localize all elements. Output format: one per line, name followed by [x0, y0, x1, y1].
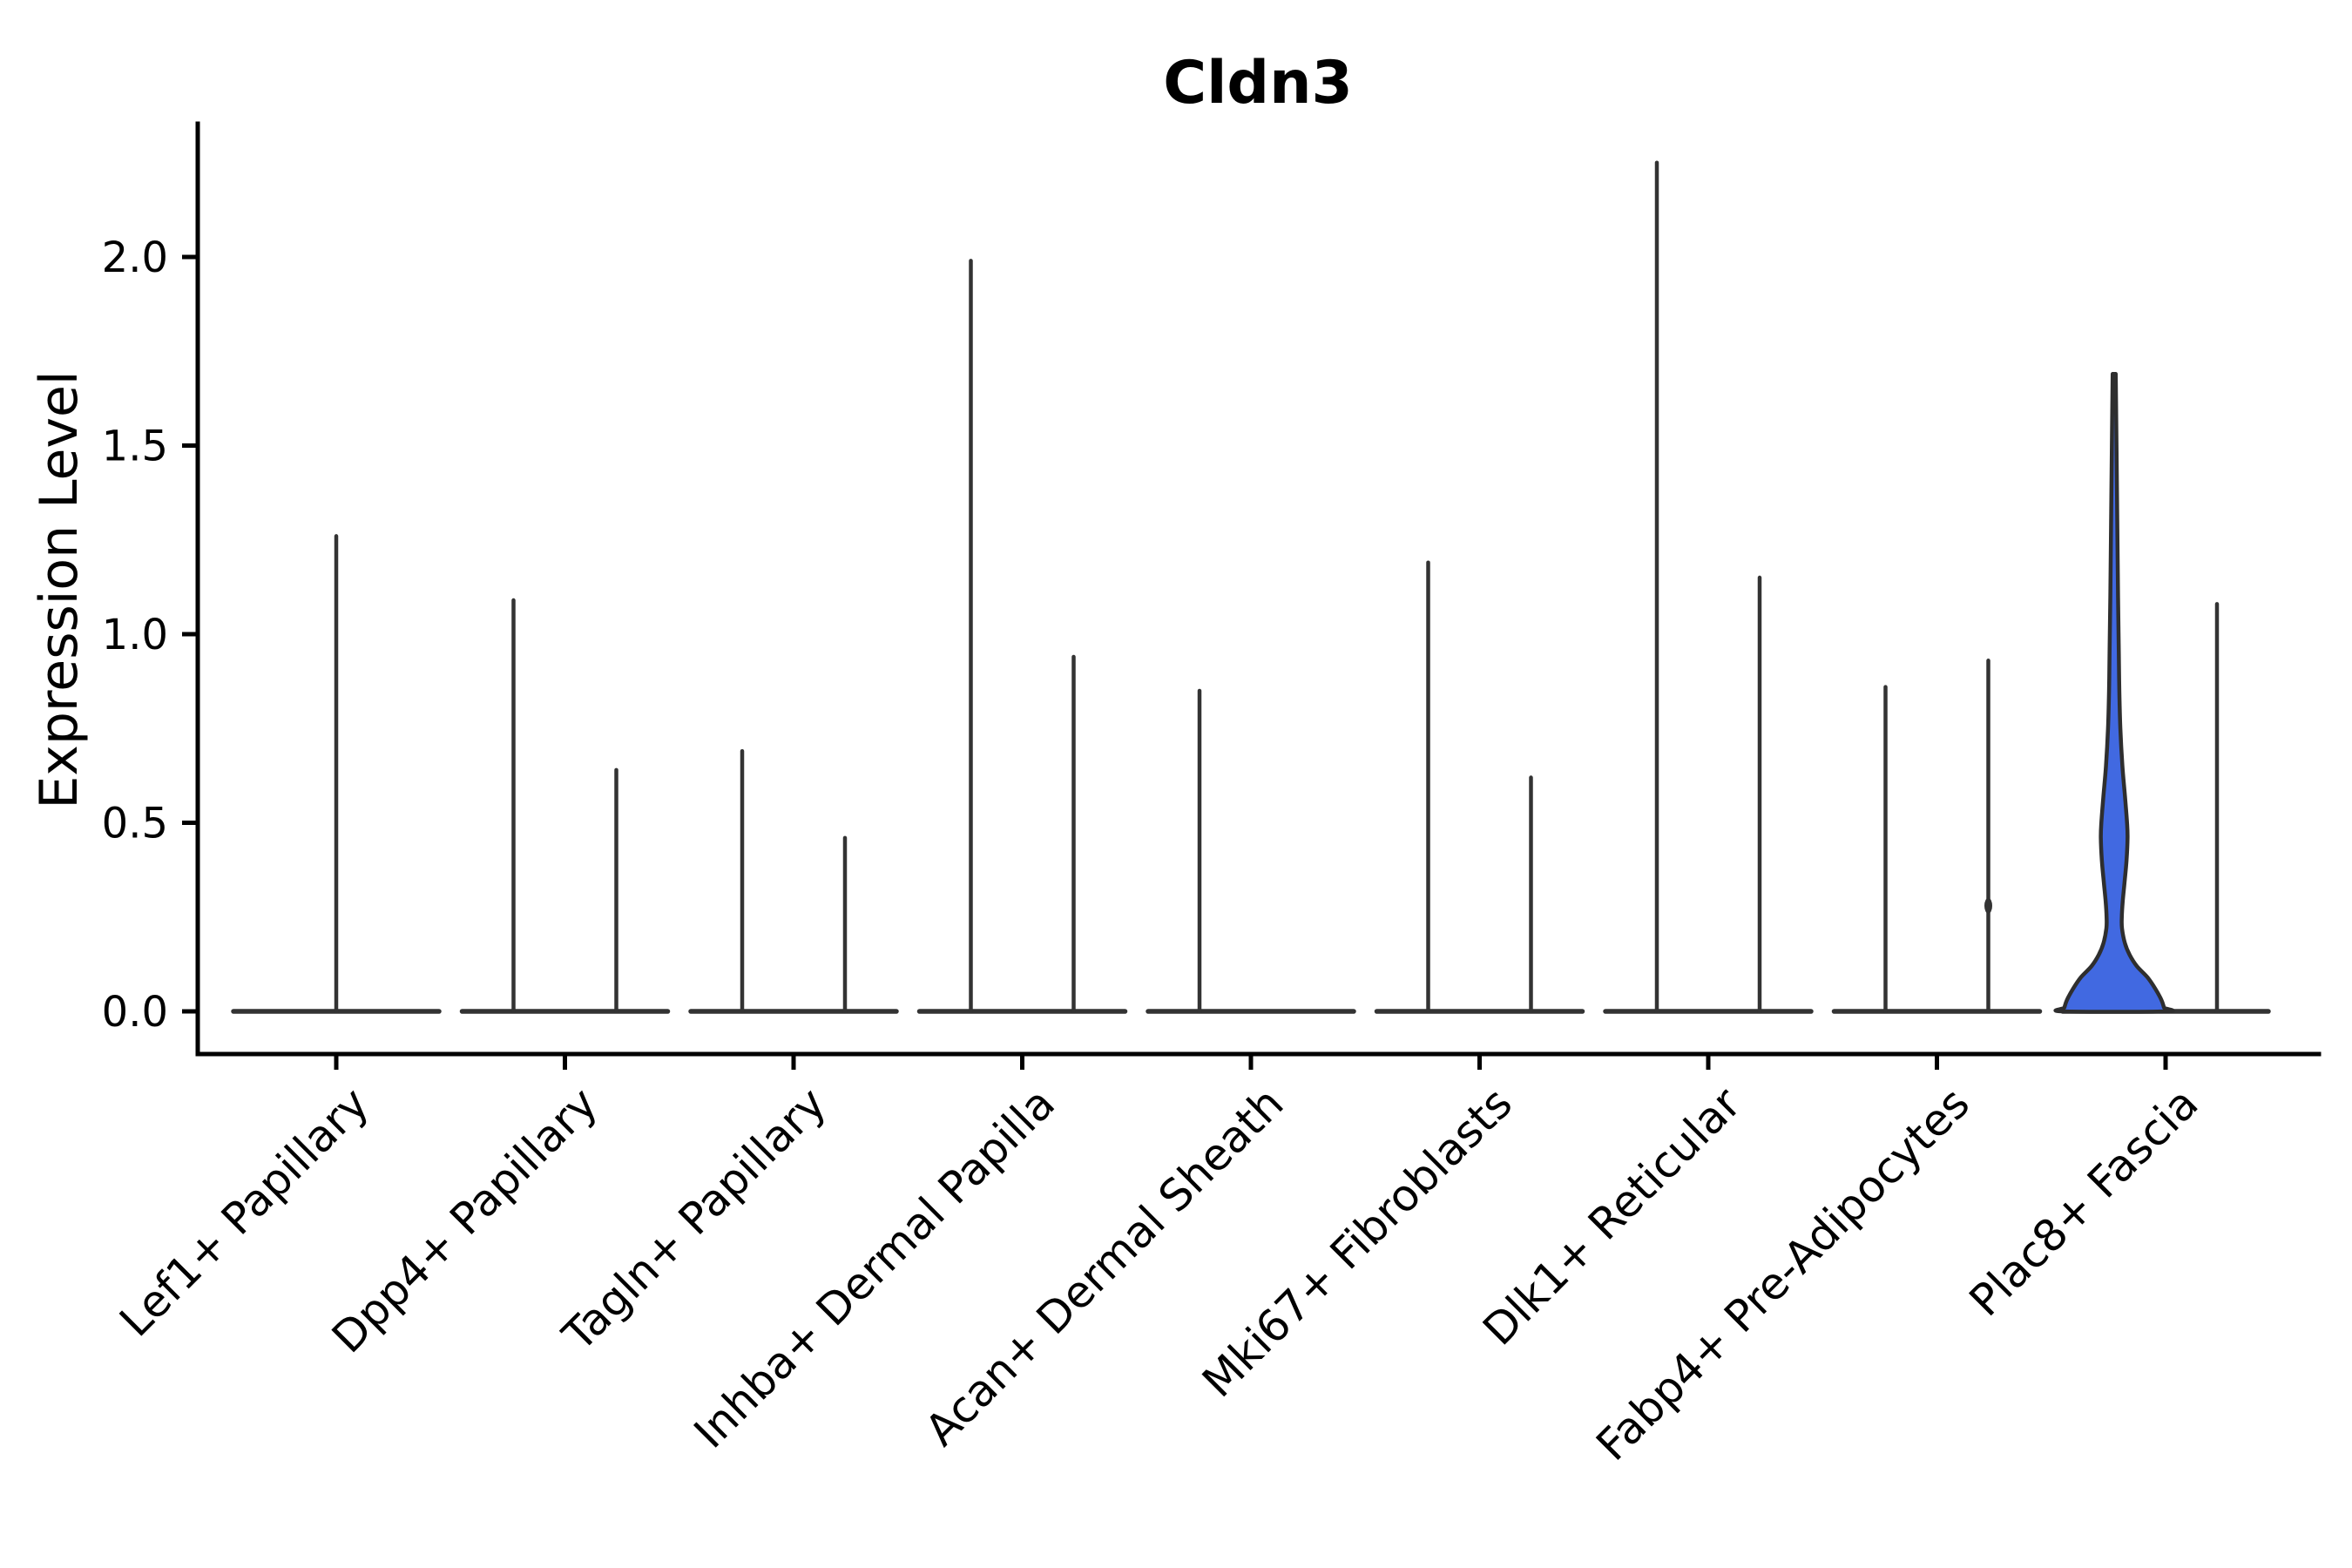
x-tick-label: Lef1+ Papillary [110, 1078, 378, 1346]
y-tick-label: 0.5 [102, 800, 168, 848]
chart-title: Cldn3 [1163, 49, 1353, 118]
y-tick-label: 1.0 [102, 611, 168, 659]
y-axis-ticks: 0.0 0.5 1.0 1.5 2.0 [102, 233, 198, 1037]
x-tick-label: Fabp4+ Pre-Adipocytes [1586, 1078, 1979, 1470]
violins-layer [231, 160, 2271, 1014]
y-tick-label: 0.0 [102, 988, 168, 1037]
x-tick-label: Plac8+ Fascia [1960, 1078, 2208, 1326]
y-axis-label: Expression Level [29, 370, 90, 808]
y-tick-label: 2.0 [102, 233, 168, 282]
y-tick-label: 1.5 [102, 422, 168, 471]
x-tick-label: Inhba+ Dermal Papilla [685, 1078, 1064, 1457]
violin-density-bump [1984, 897, 1992, 914]
filled-violin [2053, 371, 2175, 1014]
